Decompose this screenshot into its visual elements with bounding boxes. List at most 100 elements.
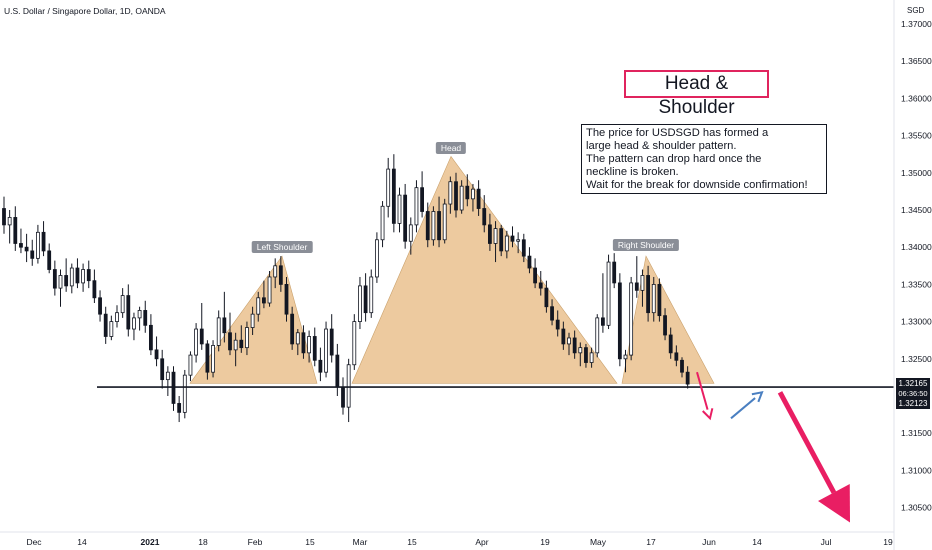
candle-body-up [589, 352, 594, 363]
candle [324, 321, 328, 378]
candle [465, 174, 470, 207]
candle [211, 340, 215, 378]
candle [640, 269, 645, 307]
candle-body-down [680, 359, 684, 373]
candle-body-up [431, 211, 436, 241]
note-line: neckline is broken. [586, 166, 679, 178]
candle [601, 273, 605, 333]
price-axis[interactable]: 1.37000 1.36500 1.36000 1.35500 1.35000 1.345… [901, 19, 932, 513]
candle-body-up [386, 168, 391, 207]
candle [657, 278, 662, 322]
candle-body-down [482, 208, 487, 226]
candle-body-up [233, 339, 238, 351]
candle-body-down [301, 332, 306, 354]
candle-body-up [629, 282, 634, 356]
candle-body-down [239, 339, 244, 349]
candle [454, 172, 458, 218]
candle [578, 342, 583, 367]
candle [160, 349, 165, 389]
candle-body-down [41, 231, 46, 252]
candlestick-series [2, 154, 690, 423]
candle [414, 180, 419, 233]
candle [58, 269, 63, 307]
candle [278, 256, 283, 292]
candle-body-down [284, 283, 289, 315]
candle-body-down [329, 328, 334, 356]
candle-body-up [69, 267, 74, 287]
candle [148, 314, 153, 356]
candle-body-up [578, 347, 583, 354]
candle [521, 233, 526, 263]
candle-body-up [504, 235, 509, 252]
candle [301, 325, 306, 359]
candle-body-up [115, 312, 119, 322]
candle-body-down [487, 224, 492, 244]
candle [425, 202, 430, 248]
chart-title-annotation: Head & Shoulder [624, 70, 769, 118]
candle [487, 213, 492, 251]
price-tick-label: 1.33500 [901, 279, 932, 289]
time-tick-label: 18 [198, 537, 208, 547]
candle [408, 217, 413, 255]
candle [674, 345, 679, 367]
candle [295, 329, 300, 356]
candle-body-down [199, 328, 204, 345]
price-tick-label: 1.33000 [901, 317, 932, 327]
price-tick-label: 1.36000 [901, 93, 932, 103]
candle [584, 343, 588, 368]
candle [98, 290, 102, 322]
price-tick-label: 1.36500 [901, 56, 932, 66]
candle-body-down [47, 250, 52, 270]
candle [228, 312, 232, 356]
candle [318, 347, 323, 382]
left-shoulder-label: Left Shoulder [251, 241, 313, 253]
head-label: Head [435, 142, 467, 154]
note-line: Wait for the break for downside confirma… [586, 179, 808, 191]
candle [386, 157, 391, 218]
candle-body-down [290, 313, 295, 345]
candle [143, 300, 148, 333]
candle-body-down [2, 208, 6, 226]
candle-body-down [143, 310, 148, 326]
candle [476, 180, 481, 216]
price-tick-label: 1.34000 [901, 242, 932, 252]
candle [171, 366, 176, 411]
candle [261, 280, 266, 309]
candle [329, 314, 334, 363]
projection-arrow-head [818, 484, 850, 523]
note-line: large head & shoulder pattern. [586, 140, 737, 152]
candle-body-up [256, 297, 261, 315]
candle-body-down [668, 334, 673, 354]
candle-body-up [369, 276, 374, 314]
candle [510, 226, 515, 248]
candle-body-up [397, 194, 402, 224]
candle [120, 288, 125, 318]
price-tick-label: 1.37000 [901, 19, 932, 29]
candle [307, 330, 312, 363]
candle [273, 258, 278, 289]
projection-arrow-shaft [777, 391, 837, 494]
candle-body-down [391, 168, 396, 224]
candle-body-up [358, 285, 362, 323]
candle [216, 310, 221, 352]
candle [312, 327, 317, 367]
candle-body-up [352, 321, 357, 366]
candle [335, 343, 340, 396]
candle [544, 280, 549, 313]
candle [36, 224, 40, 264]
candle [646, 265, 650, 322]
candle [533, 258, 537, 289]
candle-body-up [651, 283, 656, 314]
candle-body-down [533, 267, 537, 284]
time-axis[interactable]: Dec 14 2021 18 Feb 15 Mar 15 Apr 19 May 17 Jun 14 Jul 1… [26, 537, 893, 547]
candle [267, 271, 272, 307]
candle-body-up [165, 371, 170, 381]
projection-arrow-head [702, 408, 714, 421]
candle [177, 396, 182, 423]
candle-body-up [408, 224, 413, 242]
candle-body-down [510, 235, 515, 242]
time-tick-label: Jul [821, 537, 832, 547]
projection-arrow-shaft [696, 371, 709, 410]
price-tick-label: 1.35500 [901, 131, 932, 141]
